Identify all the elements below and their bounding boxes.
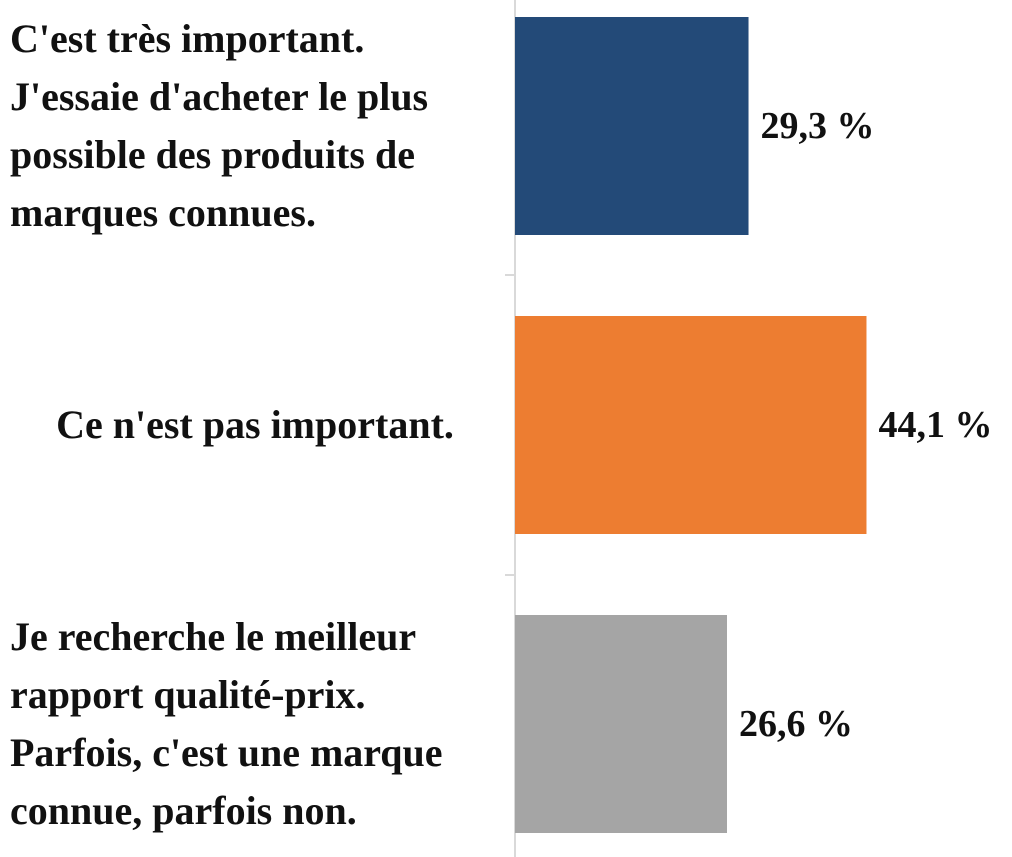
category-label: Ce n'est pas important.	[0, 276, 510, 574]
category-text: C'est très important. J'essaie d'acheter…	[10, 16, 429, 235]
category-label: Je recherche le meilleur rapport qualité…	[0, 575, 510, 857]
value-label: 44,1 %	[878, 404, 993, 446]
value-label: 29,3 %	[760, 105, 875, 147]
bar	[515, 615, 728, 833]
category-label: C'est très important. J'essaie d'acheter…	[0, 0, 510, 275]
value-label: 26,6 %	[739, 703, 853, 745]
category-text: Ce n'est pas important.	[56, 402, 454, 447]
bar	[515, 17, 749, 235]
bar	[515, 316, 867, 534]
category-text: Je recherche le meilleur rapport qualité…	[10, 614, 443, 833]
